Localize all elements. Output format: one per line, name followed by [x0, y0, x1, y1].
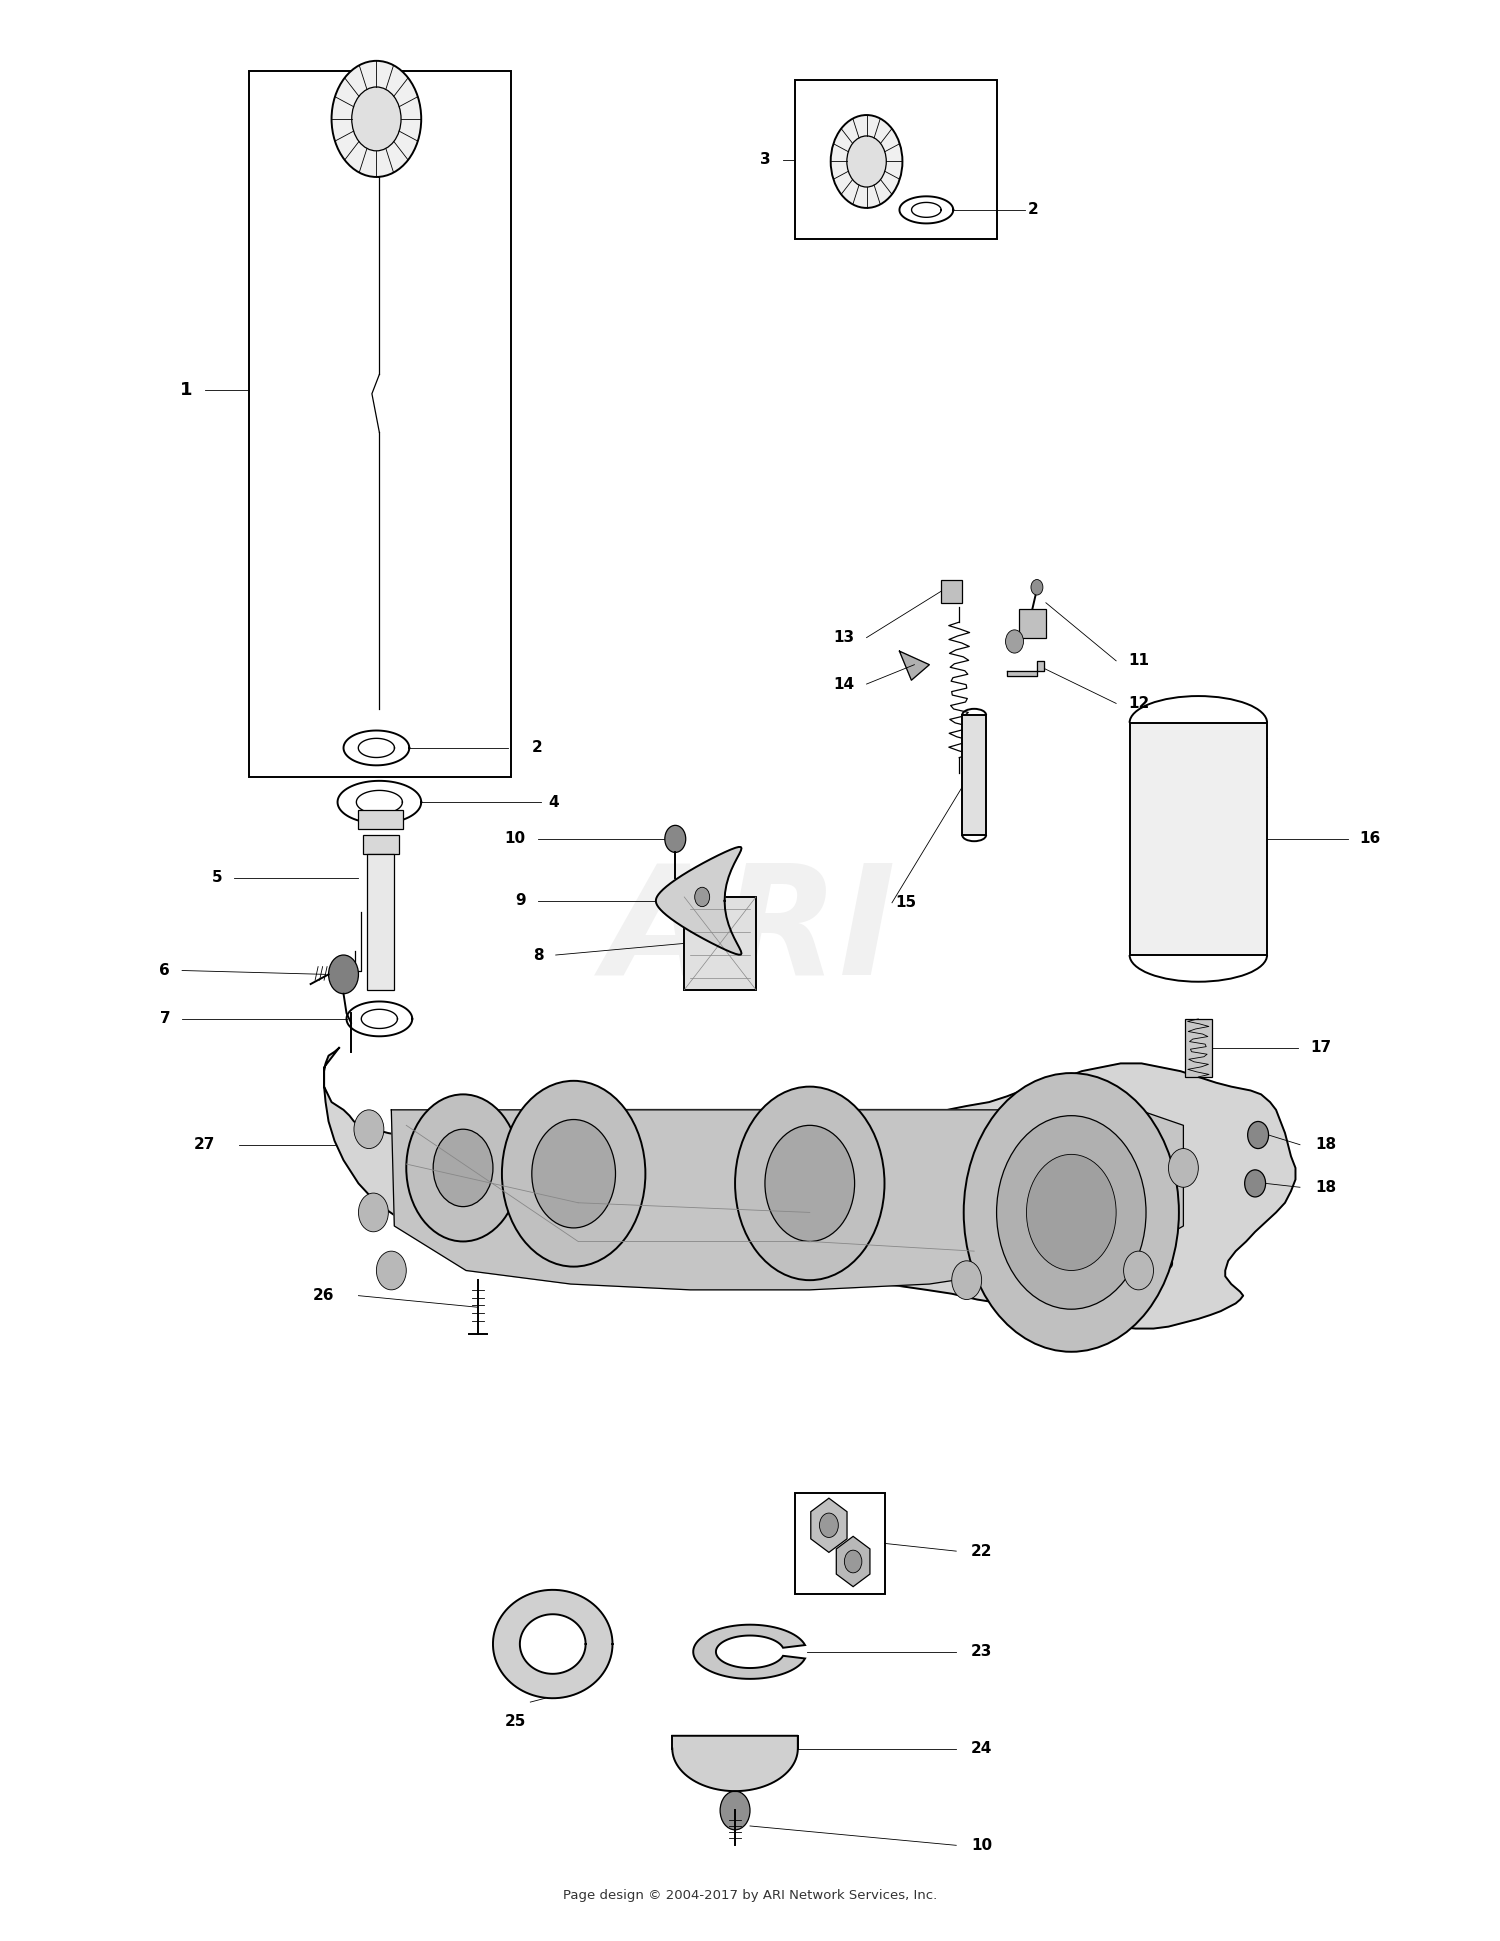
Text: 13: 13: [834, 631, 855, 644]
Circle shape: [328, 955, 358, 994]
Text: 6: 6: [159, 963, 170, 978]
Circle shape: [332, 60, 422, 177]
Circle shape: [354, 1110, 384, 1149]
Circle shape: [694, 887, 709, 906]
Bar: [358, 809, 404, 829]
Text: 19: 19: [1154, 1258, 1174, 1271]
Bar: [684, 897, 756, 990]
Circle shape: [831, 115, 903, 208]
Circle shape: [1248, 1122, 1269, 1149]
Polygon shape: [392, 1110, 1184, 1291]
Bar: [363, 835, 399, 854]
Circle shape: [819, 1514, 839, 1537]
Polygon shape: [812, 1498, 847, 1553]
Text: 18: 18: [1316, 1137, 1336, 1153]
Polygon shape: [672, 1735, 798, 1792]
Circle shape: [376, 1252, 406, 1291]
Circle shape: [406, 1095, 520, 1242]
Polygon shape: [494, 1590, 612, 1698]
Text: 25: 25: [504, 1714, 526, 1729]
Circle shape: [951, 1262, 981, 1300]
Text: 2: 2: [1028, 202, 1038, 217]
Polygon shape: [656, 846, 741, 955]
Circle shape: [1124, 1252, 1154, 1291]
Circle shape: [720, 1792, 750, 1830]
Polygon shape: [1007, 660, 1044, 675]
Text: 9: 9: [514, 893, 526, 908]
Circle shape: [1168, 1149, 1198, 1188]
Text: Page design © 2004-2017 by ARI Network Services, Inc.: Page design © 2004-2017 by ARI Network S…: [562, 1889, 938, 1902]
Circle shape: [1245, 1170, 1266, 1198]
Bar: [1034, 1258, 1066, 1285]
Circle shape: [996, 1116, 1146, 1308]
Text: 18: 18: [1316, 1180, 1336, 1196]
Text: 2: 2: [532, 740, 543, 755]
Text: 17: 17: [1311, 1040, 1332, 1056]
Circle shape: [664, 825, 686, 852]
Bar: [942, 580, 962, 604]
Polygon shape: [693, 1625, 806, 1679]
Text: 27: 27: [194, 1137, 214, 1153]
Text: 22: 22: [970, 1543, 993, 1559]
Bar: [368, 854, 394, 990]
Circle shape: [844, 1551, 862, 1572]
Text: 5: 5: [211, 870, 222, 885]
Circle shape: [1030, 580, 1042, 596]
Text: 10: 10: [504, 831, 526, 846]
Circle shape: [503, 1081, 645, 1267]
Text: 14: 14: [834, 677, 855, 691]
Polygon shape: [520, 1615, 585, 1673]
Circle shape: [1026, 1155, 1116, 1271]
Circle shape: [1005, 631, 1023, 652]
Circle shape: [963, 1073, 1179, 1351]
Text: 1: 1: [180, 380, 192, 398]
Text: 8: 8: [532, 947, 544, 963]
Bar: [795, 80, 996, 239]
Circle shape: [433, 1130, 494, 1207]
Text: 12: 12: [1128, 697, 1149, 710]
Bar: [1019, 609, 1046, 637]
Bar: [1130, 722, 1268, 955]
Circle shape: [765, 1126, 855, 1242]
Circle shape: [847, 136, 886, 186]
Bar: [1185, 1019, 1212, 1077]
Text: 7: 7: [159, 1011, 170, 1027]
Bar: [962, 714, 986, 835]
Text: ARI: ARI: [603, 858, 897, 1005]
Circle shape: [351, 87, 400, 151]
Text: 10: 10: [970, 1838, 993, 1854]
Polygon shape: [900, 650, 930, 679]
Text: 26: 26: [314, 1289, 334, 1302]
Circle shape: [358, 1194, 388, 1233]
Text: 16: 16: [1359, 831, 1382, 846]
Polygon shape: [324, 1048, 1296, 1328]
Text: 4: 4: [549, 794, 560, 809]
Circle shape: [735, 1087, 885, 1281]
Text: 23: 23: [970, 1644, 993, 1660]
Polygon shape: [837, 1537, 870, 1586]
Text: 3: 3: [760, 151, 771, 167]
Text: 11: 11: [1128, 654, 1149, 668]
Text: 24: 24: [970, 1741, 993, 1757]
Text: 15: 15: [896, 895, 916, 910]
Circle shape: [532, 1120, 615, 1229]
Bar: [795, 1493, 885, 1594]
Bar: [249, 70, 512, 776]
